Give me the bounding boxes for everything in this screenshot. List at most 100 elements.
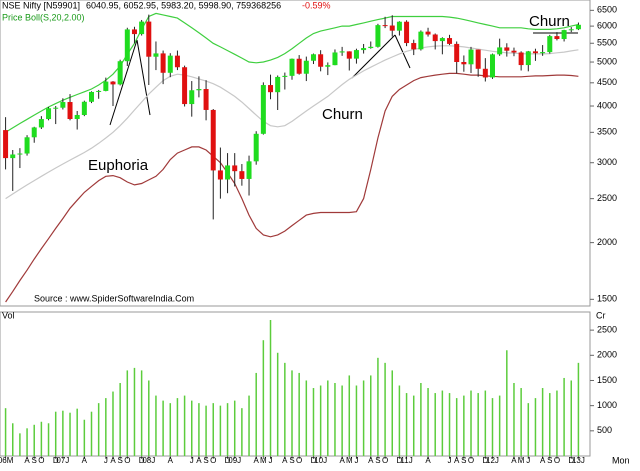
y-tick-label: 2000: [597, 237, 617, 247]
candle-body: [303, 60, 309, 74]
candle-body: [504, 47, 510, 51]
annotation-line: [136, 39, 151, 116]
candle-body: [275, 76, 281, 93]
candle-body: [289, 58, 295, 76]
x-tick-label: O: [382, 456, 388, 465]
candle-body: [325, 65, 331, 67]
y-tick-label: 6000: [597, 20, 617, 30]
x-tick-label: 13J: [572, 456, 585, 465]
candle-body: [547, 36, 553, 53]
candle-body: [3, 130, 9, 159]
candle-body: [110, 81, 116, 85]
candle-body: [239, 171, 245, 179]
candle-body: [53, 107, 59, 109]
x-tick-label: A: [282, 456, 288, 465]
annotation-line: [394, 34, 411, 69]
candle-body: [17, 153, 23, 155]
y-tick-label: 2500: [597, 325, 617, 335]
candle-body: [404, 21, 410, 44]
x-tick-label: A: [110, 456, 116, 465]
candle-body: [318, 54, 324, 67]
x-tick-label: 06M: [0, 456, 14, 465]
y-tick-label: 2000: [597, 350, 617, 360]
x-tick-label: O: [468, 456, 474, 465]
candle-body: [346, 51, 352, 59]
candle-body: [31, 127, 37, 138]
candle-body: [439, 38, 445, 42]
candle-body: [575, 24, 581, 30]
y-tick-label: 4000: [597, 100, 617, 110]
x-tick-label: S: [461, 456, 466, 465]
candle-body: [67, 102, 73, 120]
candle-body: [310, 54, 316, 61]
y-tick-label: 1500: [597, 294, 617, 304]
candle-body: [182, 67, 188, 105]
candle-body: [389, 25, 395, 31]
candle-body: [117, 61, 123, 85]
source-text: Source : www.SpiderSoftwareIndia.Com: [34, 293, 194, 303]
x-tick-label: 12J: [486, 456, 499, 465]
x-tick-label: M: [346, 456, 353, 465]
candle-body: [139, 21, 145, 35]
candle-body: [232, 165, 238, 172]
candle-body: [375, 25, 381, 47]
x-tick-label: A: [196, 456, 202, 465]
x-tick-label: D: [482, 456, 488, 465]
y-tick-label: 3500: [597, 127, 617, 137]
candle-body: [525, 51, 531, 66]
candle-body: [489, 54, 495, 78]
candle-body: [260, 85, 266, 134]
x-tick-label: S: [547, 456, 552, 465]
candle-body: [361, 48, 367, 51]
volume-frame: [0, 311, 591, 457]
x-tick-label: M: [518, 456, 525, 465]
annotation: Euphoria: [88, 157, 149, 174]
candle-body: [554, 36, 560, 40]
candle-body: [246, 161, 252, 179]
x-tick-label: A: [511, 456, 517, 465]
ohlc-text: 6040.95, 6052.95, 5983.20, 5998.90, 7593…: [86, 0, 281, 10]
annotation: Churn: [529, 13, 570, 30]
x-tick-label: O: [296, 456, 302, 465]
x-axis-label: Mon: [612, 455, 630, 465]
bollinger-upper: [5, 12, 579, 133]
candle-body: [46, 108, 52, 120]
x-tick-label: A: [24, 456, 30, 465]
candle-body: [461, 62, 467, 65]
candle-body: [103, 81, 109, 91]
candle-body: [540, 52, 546, 54]
y-tick-label: 500: [597, 425, 612, 435]
x-tick-label: D: [568, 456, 574, 465]
candle-body: [74, 114, 80, 120]
y-tick-label: 5500: [597, 38, 617, 48]
x-tick-label: D: [225, 456, 231, 465]
candle-body: [382, 25, 388, 27]
candle-body: [532, 51, 538, 54]
indicator-label: Price Boll(S,20,2.00): [2, 12, 85, 22]
candle-body: [210, 109, 216, 171]
y-tick-label: 3000: [597, 157, 617, 167]
candle-body: [432, 34, 438, 42]
x-tick-label: O: [38, 456, 44, 465]
candle-body: [475, 49, 481, 69]
candle-body: [482, 68, 488, 78]
candle-body: [454, 43, 460, 63]
x-tick-label: 11J: [400, 456, 412, 465]
candle-body: [167, 55, 173, 73]
candle-body: [131, 29, 137, 35]
candle-body: [10, 154, 16, 159]
candle-body: [96, 90, 102, 92]
x-tick-label: A: [168, 456, 174, 465]
candle-body: [124, 29, 130, 62]
x-tick-label: A: [339, 456, 345, 465]
candle-body: [447, 38, 453, 44]
candle-body: [268, 85, 274, 93]
x-tick-label: S: [375, 456, 380, 465]
x-tick-label: A: [368, 456, 374, 465]
x-tick-label: A: [540, 456, 546, 465]
change-text: -0.59%: [302, 0, 331, 10]
candle-body: [24, 137, 30, 154]
x-tick-label: A: [454, 456, 460, 465]
candle-body: [89, 91, 95, 102]
x-tick-label: S: [117, 456, 122, 465]
